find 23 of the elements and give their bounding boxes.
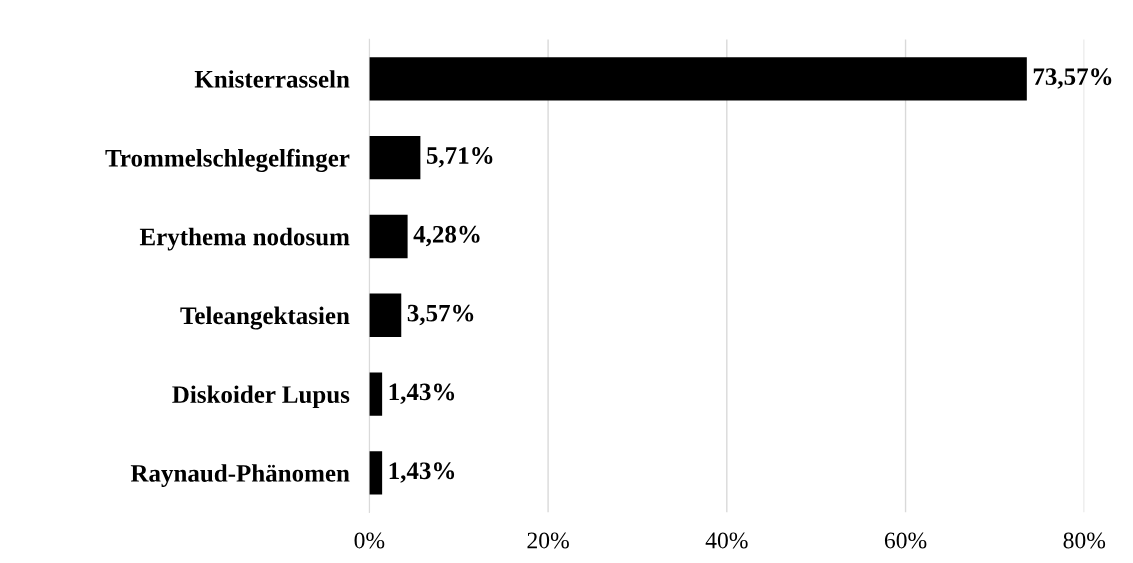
data-label: 4,28% [413,225,480,247]
x-tick-label: 20% [527,532,569,549]
y-tick-label: Knisterrasseln [194,70,350,88]
y-tick-label: Diskoider Lupus [172,385,350,409]
bar [369,372,383,416]
y-tick-label: Teleangektasien [180,306,350,330]
x-tick-label: 80% [1063,532,1106,549]
bar [369,57,1027,101]
x-tick-label: 0% [354,532,385,549]
data-label: 1,43% [389,383,455,404]
data-label: 73,57% [1033,68,1112,89]
y-tick-label: Trommelschlegelfinger [105,148,350,172]
y-tick-label: Erythema nodosum [139,227,350,251]
bar [369,293,402,337]
bar [369,135,421,180]
bar [369,451,383,495]
data-label: 3,57% [407,304,474,326]
bar [369,214,408,259]
data-label: 5,71% [426,147,493,168]
x-tick-label: 60% [884,532,927,549]
y-tick-label: Raynaud-Phänomen [130,464,350,487]
x-tick-label: 40% [705,532,748,549]
data-label: 1,43% [389,462,455,483]
